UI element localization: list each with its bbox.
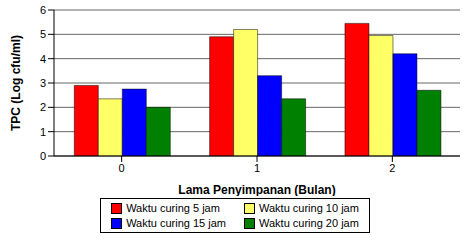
svg-text:2: 2: [389, 162, 395, 174]
svg-text:0: 0: [119, 162, 125, 174]
svg-text:3: 3: [40, 77, 46, 89]
svg-text:Lama Penyimpanan (Bulan): Lama Penyimpanan (Bulan): [178, 183, 335, 196]
svg-text:0: 0: [40, 150, 46, 162]
svg-text:5: 5: [40, 28, 46, 40]
svg-text:6: 6: [40, 4, 46, 16]
svg-text:2: 2: [40, 101, 46, 113]
svg-text:1: 1: [40, 126, 46, 138]
svg-text:TPC (Log cfu/ml): TPC (Log cfu/ml): [9, 35, 23, 131]
svg-text:1: 1: [254, 162, 260, 174]
svg-text:4: 4: [40, 53, 46, 65]
html-text:Waktu curing 10 jam: Waktu curing 10 jam: [259, 202, 359, 214]
html-text:Waktu curing 15 jam: Waktu curing 15 jam: [126, 217, 226, 229]
html-text:Waktu curing 20 jam: Waktu curing 20 jam: [259, 217, 359, 229]
html-text:Waktu curing 5 jam: Waktu curing 5 jam: [126, 202, 220, 214]
